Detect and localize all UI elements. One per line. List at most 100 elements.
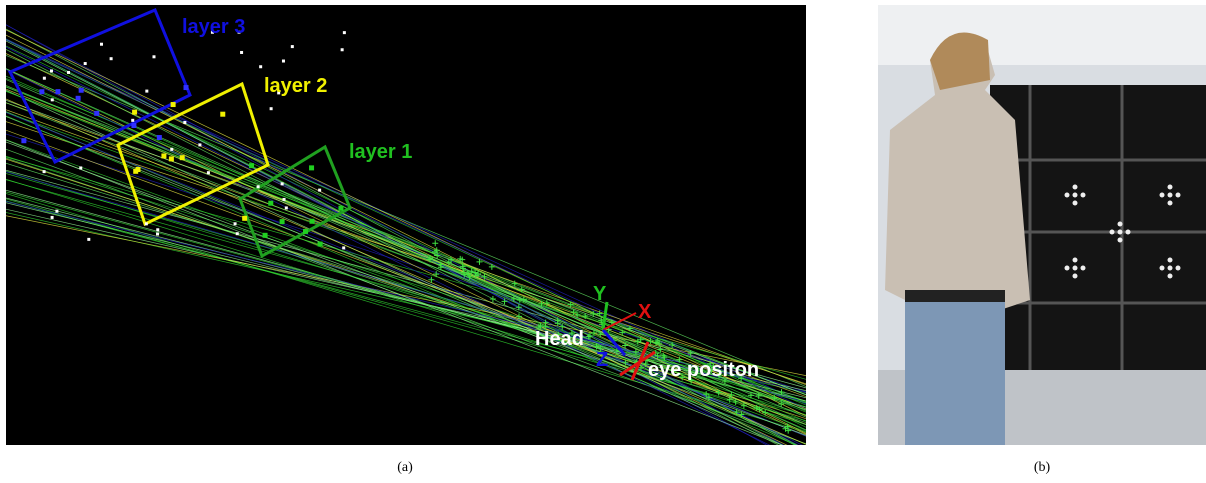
layer-point: [131, 123, 136, 128]
marker-dot: [1118, 238, 1123, 243]
caption: (b): [1034, 460, 1051, 475]
layer-point: [338, 206, 343, 211]
projected-point: [170, 148, 173, 151]
ceiling: [878, 5, 1206, 65]
marker-dot: [1073, 258, 1078, 263]
projected-point: [342, 246, 345, 249]
layer-point: [242, 216, 247, 221]
marker-dot: [1168, 201, 1173, 206]
axis-label: X: [638, 301, 652, 323]
projected-point: [318, 189, 321, 192]
person-jeans: [905, 290, 1005, 445]
layer-point: [310, 219, 315, 224]
marker-dot: [1168, 185, 1173, 190]
projected-point: [234, 222, 237, 225]
projected-point: [183, 121, 186, 124]
marker-dot: [1065, 266, 1070, 271]
projected-point: [198, 143, 201, 146]
layer-point: [263, 233, 268, 238]
marker-dot: [1073, 185, 1078, 190]
marker-dot: [1065, 193, 1070, 198]
layer-point: [268, 201, 273, 206]
marker-dot: [1160, 266, 1165, 271]
layer-point: [171, 102, 176, 107]
projected-point: [87, 238, 90, 241]
projected-point: [152, 55, 155, 58]
projected-point: [259, 65, 262, 68]
projected-point: [50, 69, 53, 72]
projected-point: [131, 119, 134, 122]
layer-point: [133, 169, 138, 174]
projected-point: [55, 210, 58, 213]
layer-point: [76, 96, 81, 101]
layer-point: [39, 89, 44, 94]
marker-dot: [1176, 193, 1181, 198]
panel-a: layer 3 layer 2 layer 1 Y X Head Z eye p…: [0, 5, 806, 467]
projected-point: [285, 206, 288, 209]
layer-point: [318, 242, 323, 247]
layer-point: [157, 135, 162, 140]
projected-point: [84, 62, 87, 65]
layer-point: [79, 88, 84, 93]
projected-point: [240, 51, 243, 54]
projected-point: [67, 71, 70, 74]
layer-point: [132, 110, 137, 115]
panel-b: [878, 5, 1206, 445]
layer-point: [94, 111, 99, 116]
marker-dot: [1118, 230, 1123, 235]
projected-point: [207, 171, 210, 174]
projected-point: [43, 77, 46, 80]
projected-point: [100, 43, 103, 46]
layer-point: [280, 219, 285, 224]
layer-point: [220, 112, 225, 117]
layer-point: [180, 155, 185, 160]
figure: layer 3 layer 2 layer 1 Y X Head Z eye p…: [0, 0, 1206, 483]
marker-dot: [1126, 230, 1131, 235]
marker-dot: [1168, 193, 1173, 198]
marker-dot: [1081, 193, 1086, 198]
projected-point: [79, 166, 82, 169]
person-belt: [905, 290, 1005, 302]
projected-point: [51, 98, 54, 101]
marker-dot: [1073, 274, 1078, 279]
head-label: Head: [535, 328, 584, 350]
projected-point: [257, 185, 260, 188]
projected-point: [341, 48, 344, 51]
marker-dot: [1168, 266, 1173, 271]
layer-label: layer 1: [349, 141, 412, 163]
projected-point: [343, 31, 346, 34]
projected-point: [43, 170, 46, 173]
projected-point: [51, 216, 54, 219]
marker-dot: [1168, 258, 1173, 263]
projected-point: [281, 182, 284, 185]
layer-point: [309, 165, 314, 170]
projected-point: [270, 107, 273, 110]
projected-point: [145, 90, 148, 93]
marker-dot: [1110, 230, 1115, 235]
layer-point: [249, 163, 254, 168]
axis-label: Y: [593, 283, 607, 305]
marker-dot: [1081, 266, 1086, 271]
eye-label: eye positon: [648, 359, 759, 381]
projected-point: [110, 57, 113, 60]
projected-point: [291, 45, 294, 48]
marker-dot: [1168, 274, 1173, 279]
marker-dot: [1160, 193, 1165, 198]
projected-point: [156, 228, 159, 231]
marker-dot: [1073, 193, 1078, 198]
axis-label: Z: [596, 349, 608, 371]
layer-point: [21, 138, 26, 143]
caption: (a): [397, 460, 413, 475]
marker-dot: [1176, 266, 1181, 271]
marker-dot: [1073, 266, 1078, 271]
projected-point: [145, 222, 148, 225]
layer-point: [184, 85, 189, 90]
projected-point: [236, 232, 239, 235]
layer-point: [169, 156, 174, 161]
layer-point: [161, 153, 166, 158]
layer-point: [303, 229, 308, 234]
marker-dot: [1118, 222, 1123, 227]
projected-point: [282, 60, 285, 63]
projected-point: [283, 198, 286, 201]
layer-label: layer 3: [182, 16, 245, 38]
